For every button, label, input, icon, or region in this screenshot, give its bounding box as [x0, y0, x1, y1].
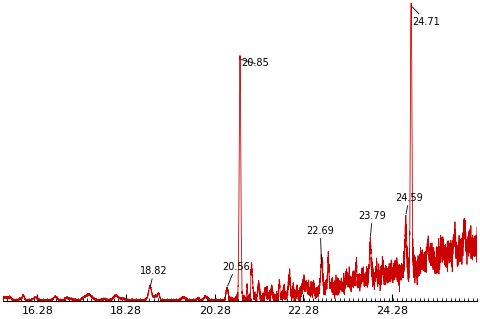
Text: 23.79: 23.79 — [359, 211, 386, 236]
Text: 20.85: 20.85 — [241, 58, 269, 69]
Text: 18.82: 18.82 — [140, 266, 168, 286]
Text: 20.56: 20.56 — [222, 262, 250, 286]
Text: 24.71: 24.71 — [412, 7, 440, 27]
Text: 24.59: 24.59 — [395, 193, 423, 214]
Text: 22.69: 22.69 — [307, 226, 334, 266]
